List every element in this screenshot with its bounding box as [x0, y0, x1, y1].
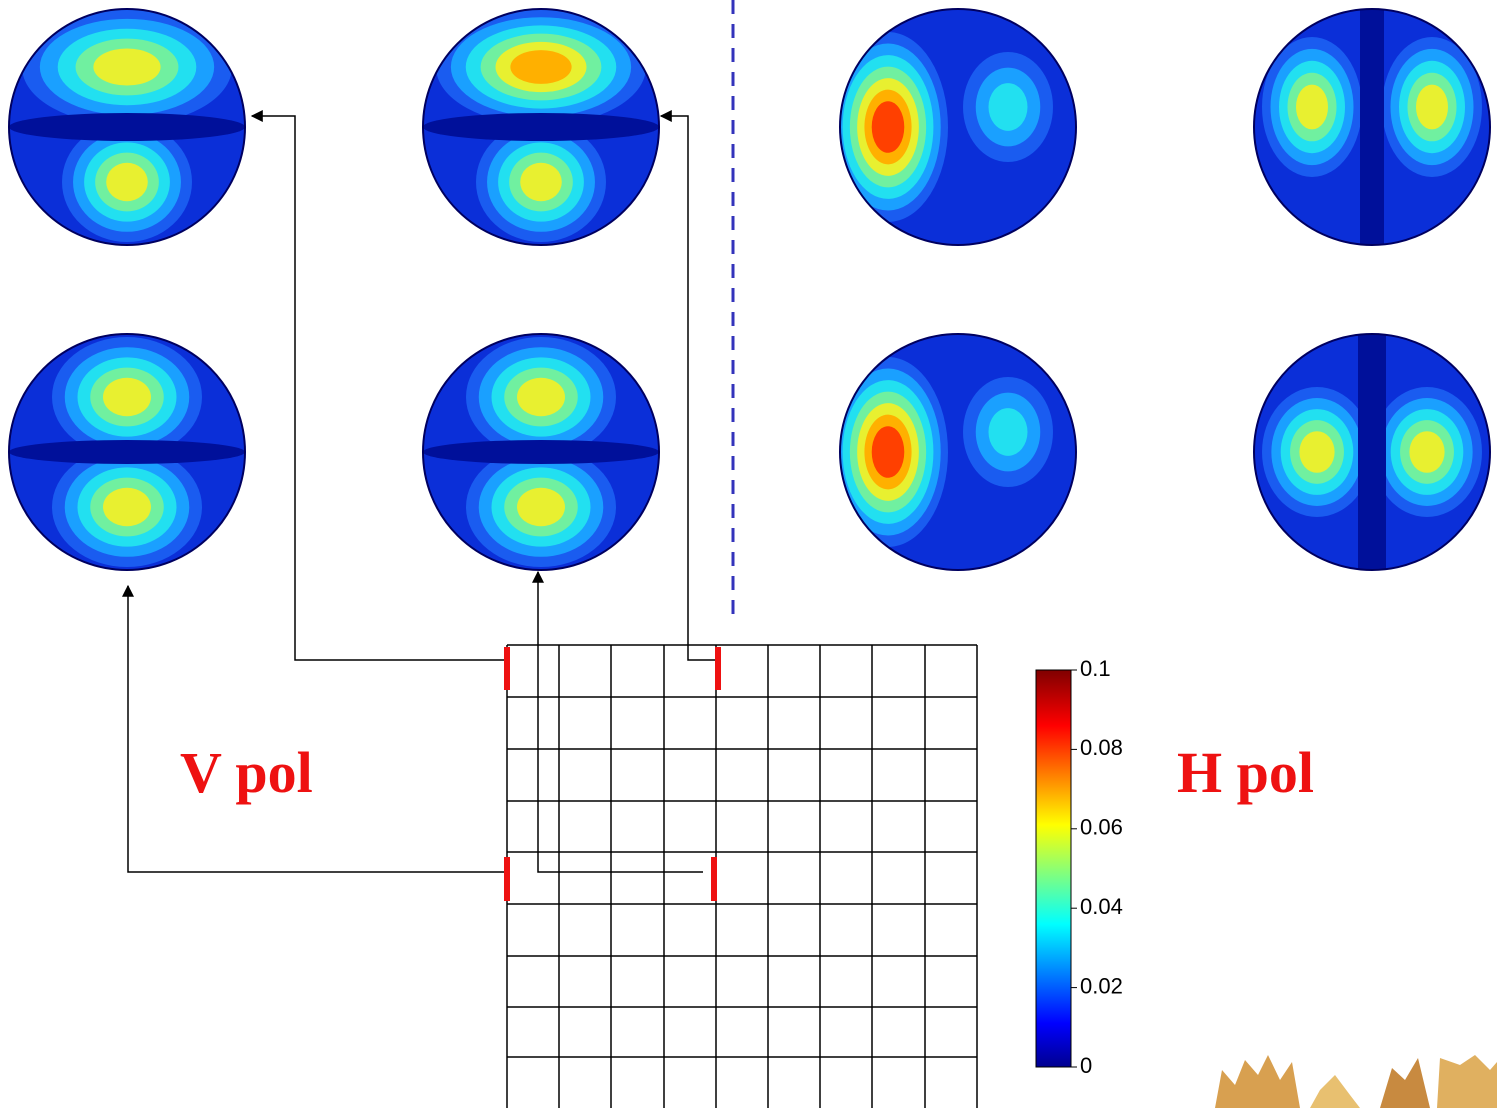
contour	[989, 408, 1028, 456]
null-band	[423, 113, 659, 141]
tick-label: 0.02	[1080, 973, 1123, 998]
contour	[872, 426, 905, 478]
polar-plots	[9, 9, 1490, 570]
arrow	[538, 572, 703, 872]
contour	[872, 101, 905, 153]
polar-plot	[1254, 9, 1490, 245]
figure: V pol H pol 0 0.02 0.04 0.06 0.08 0.1	[0, 0, 1497, 1108]
null-band	[423, 440, 659, 464]
contour	[103, 378, 151, 416]
colorbar-ticks: 0 0.02 0.04 0.06 0.08 0.1	[1071, 656, 1123, 1078]
contour	[106, 163, 148, 201]
contour	[510, 50, 571, 84]
array-grid	[507, 645, 977, 1108]
decoration	[1215, 1055, 1497, 1108]
contour	[517, 488, 565, 526]
null-band	[1358, 334, 1386, 570]
null-band	[9, 440, 245, 464]
tick-label: 0.1	[1080, 656, 1111, 681]
null-band	[1360, 9, 1384, 245]
tick-label: 0.06	[1080, 815, 1123, 840]
arrow	[128, 586, 507, 872]
contour	[520, 163, 562, 201]
contour	[1299, 431, 1334, 473]
h-pol-label: H pol	[1177, 740, 1314, 805]
v-pol-label: V pol	[180, 740, 313, 805]
polar-plot	[423, 9, 659, 245]
contour	[989, 83, 1028, 131]
contour	[93, 48, 160, 85]
contour	[1416, 85, 1448, 130]
colorbar	[1036, 670, 1071, 1067]
polar-plot	[1254, 334, 1490, 570]
tick-label: 0.04	[1080, 894, 1123, 919]
arrow	[661, 116, 718, 660]
polar-plot	[828, 9, 1076, 245]
polar-plot	[423, 334, 659, 570]
polar-plot	[9, 9, 245, 245]
contour	[517, 378, 565, 416]
tick-label: 0.08	[1080, 735, 1123, 760]
polar-plot	[828, 334, 1076, 570]
contour	[1409, 431, 1444, 473]
null-band	[9, 113, 245, 141]
contour	[1296, 85, 1328, 130]
tick-label: 0	[1080, 1053, 1092, 1078]
polar-plot	[9, 334, 245, 570]
contour	[103, 488, 151, 526]
